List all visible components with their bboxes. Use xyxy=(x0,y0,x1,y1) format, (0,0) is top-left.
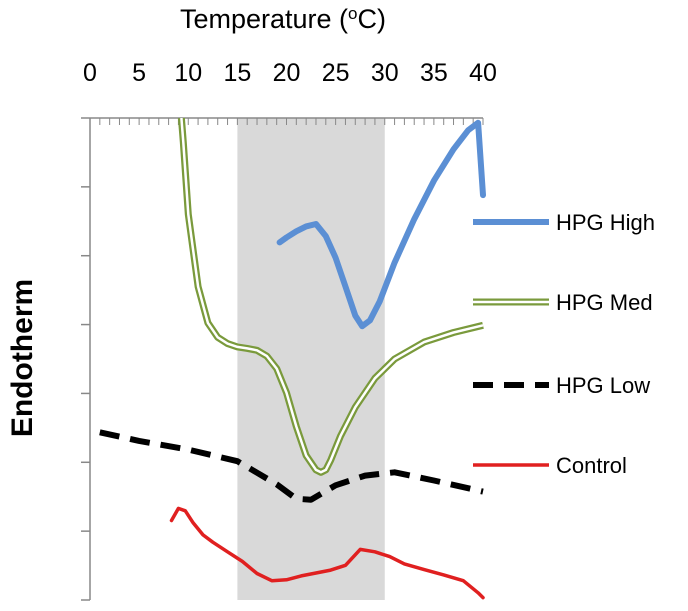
legend-hpg-low: HPG Low xyxy=(473,373,650,398)
legend-hpg-med-label: HPG Med xyxy=(556,290,653,315)
x-axis-title-degree: o xyxy=(348,4,357,23)
x-axis-title-suffix: C) xyxy=(358,4,387,34)
series-hpg-low-line xyxy=(99,429,484,503)
x-axis-title-prefix: Temperature ( xyxy=(180,4,348,34)
x-axis-title: Temperature (oC) xyxy=(180,4,386,35)
series-layer xyxy=(99,118,486,600)
x-tick-label: 25 xyxy=(322,59,350,87)
x-tick-label: 40 xyxy=(469,59,497,87)
series-hpg-high-line xyxy=(276,119,486,330)
series-control-line xyxy=(169,506,485,600)
x-tick-label: 30 xyxy=(371,59,399,87)
x-tick-label: 20 xyxy=(273,59,301,87)
x-tick-label: 15 xyxy=(223,59,251,87)
legend-control: Control xyxy=(473,453,627,478)
x-tick-labels: 0 5 10 15 20 25 30 35 40 xyxy=(83,59,497,87)
legend-hpg-med: HPG Med xyxy=(473,290,653,315)
legend-control-label: Control xyxy=(556,453,627,478)
legend-hpg-low-label: HPG Low xyxy=(556,373,650,398)
legend: HPG High HPG Med HPG Low Control xyxy=(473,210,655,478)
x-tick-label: 0 xyxy=(83,59,97,87)
series-hpg-med-line-inner xyxy=(180,118,484,474)
legend-hpg-high: HPG High xyxy=(473,210,655,235)
y-axis-title: Endotherm xyxy=(6,279,39,437)
x-tick-label: 5 xyxy=(132,59,146,87)
legend-hpg-high-label: HPG High xyxy=(556,210,655,235)
x-tick-label: 35 xyxy=(420,59,448,87)
x-tick-label: 10 xyxy=(174,59,202,87)
x-minor-ticks xyxy=(89,118,484,125)
y-ticks xyxy=(81,117,90,601)
shaded-region xyxy=(237,118,385,600)
